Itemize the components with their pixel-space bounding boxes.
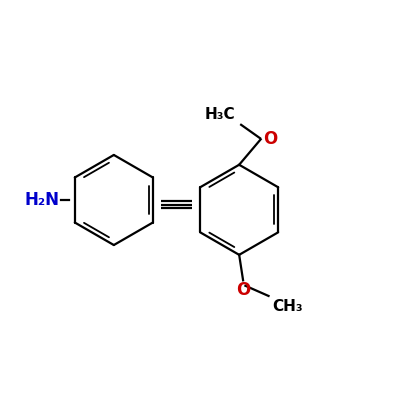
Text: H₃C: H₃C: [205, 107, 235, 122]
Text: O: O: [263, 130, 277, 148]
Text: O: O: [236, 281, 250, 299]
Text: CH₃: CH₃: [272, 299, 303, 314]
Text: H₂N: H₂N: [24, 191, 59, 209]
